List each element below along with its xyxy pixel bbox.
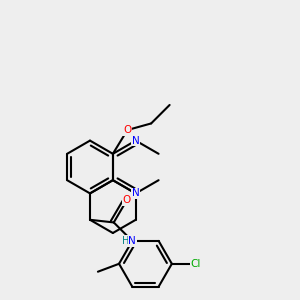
- Text: H: H: [122, 236, 129, 246]
- Text: N: N: [128, 236, 136, 246]
- Text: N: N: [132, 136, 140, 146]
- Text: N: N: [132, 188, 140, 198]
- Text: Cl: Cl: [190, 259, 201, 269]
- Text: O: O: [123, 125, 131, 135]
- Text: O: O: [123, 195, 131, 205]
